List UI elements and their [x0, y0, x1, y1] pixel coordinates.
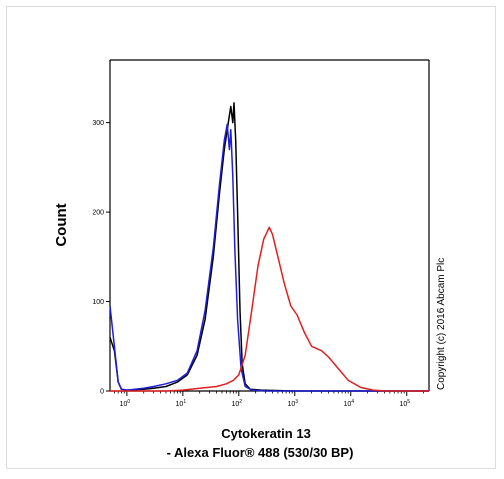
x-axis-label-line2: - Alexa Fluor® 488 (530/30 BP) — [167, 445, 354, 460]
x-tick-base: 10 — [287, 401, 295, 408]
x-tick-exponent: 2 — [239, 399, 242, 405]
x-tick-base: 10 — [399, 401, 407, 408]
copyright-text: Copyright (c) 2016 Abcam Plc — [436, 258, 447, 390]
y-tick-label: 100 — [92, 299, 104, 306]
x-tick-label: 100 — [120, 399, 131, 408]
x-tick-exponent: 4 — [351, 399, 354, 405]
y-tick-label: 200 — [92, 210, 104, 217]
series-layer — [109, 102, 429, 392]
figure-frame — [6, 6, 496, 469]
x-tick-base: 10 — [232, 401, 240, 408]
x-tick-exponent: 1 — [183, 399, 186, 405]
x-tick-exponent: 3 — [295, 399, 298, 405]
y-tick-label: 0 — [100, 389, 104, 396]
x-tick-label: 105 — [399, 399, 410, 408]
histogram-series-line — [110, 226, 429, 392]
y-ticks: 0 100 200 300 — [92, 120, 110, 396]
y-tick-label: 300 — [92, 120, 104, 127]
x-tick-label: 104 — [343, 399, 354, 408]
x-ticks: 100 101 102 103 104 105 — [114, 391, 424, 408]
x-tick-base: 10 — [176, 401, 184, 408]
x-axis-label: Cytokeratin 13 — [221, 426, 311, 441]
histogram-series-line — [109, 102, 429, 392]
x-tick-label: 103 — [287, 399, 298, 408]
x-tick-base: 10 — [120, 401, 128, 408]
histogram-series-line — [109, 123, 429, 392]
x-tick-label: 102 — [232, 399, 243, 408]
x-tick-label: 101 — [176, 399, 187, 408]
x-tick-base: 10 — [343, 401, 351, 408]
x-tick-exponent: 5 — [407, 399, 410, 405]
y-axis-label: Count — [53, 203, 70, 246]
x-tick-exponent: 0 — [127, 399, 130, 405]
